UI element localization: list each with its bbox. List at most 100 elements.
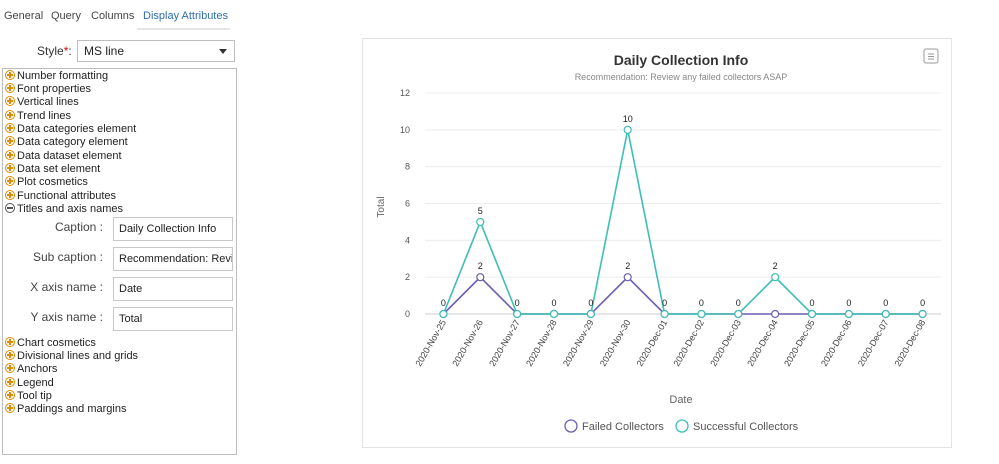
chart-panel: Daily Collection Info Recommendation: Re… bbox=[362, 38, 952, 448]
expand-icon bbox=[5, 363, 15, 373]
y-tick-label: 8 bbox=[405, 162, 410, 172]
legend-marker-failed[interactable] bbox=[564, 419, 578, 433]
data-point[interactable] bbox=[476, 273, 485, 282]
y-tick-label: 0 bbox=[405, 309, 410, 319]
y-tick-label: 2 bbox=[405, 272, 410, 282]
tab-general[interactable]: General bbox=[4, 10, 44, 22]
data-point[interactable] bbox=[807, 309, 817, 319]
x-tick-label: 2020-Nov-27 bbox=[487, 318, 522, 368]
tree-item-data-category-element[interactable]: Data category element bbox=[5, 136, 128, 149]
tree-item-vertical-lines[interactable]: Vertical lines bbox=[5, 96, 79, 109]
data-label: 2 bbox=[478, 261, 483, 271]
tab-display-attributes[interactable]: Display Attributes bbox=[143, 10, 228, 22]
expand-icon bbox=[5, 190, 15, 200]
y-tick-label: 10 bbox=[400, 125, 410, 135]
style-row: Style*: MS line bbox=[0, 40, 240, 64]
data-point[interactable] bbox=[918, 309, 927, 319]
menu-icon[interactable] bbox=[923, 48, 939, 64]
tree-item-plot-cosmetics[interactable]: Plot cosmetics bbox=[5, 176, 88, 189]
x-axis-name-input[interactable]: Date bbox=[113, 277, 233, 301]
attributes-tree: Number formatting Font properties Vertic… bbox=[2, 68, 237, 455]
expand-icon bbox=[5, 377, 15, 387]
y-tick-label: 6 bbox=[405, 199, 410, 209]
data-point[interactable] bbox=[697, 309, 706, 319]
x-tick-label: 2020-Dec-04 bbox=[745, 318, 780, 368]
caption-label: Caption : bbox=[54, 220, 103, 234]
data-point[interactable] bbox=[660, 309, 669, 319]
data-label: 0 bbox=[662, 298, 667, 308]
tree-item-chart-cosmetics[interactable]: Chart cosmetics bbox=[5, 337, 96, 350]
expand-icon bbox=[5, 136, 15, 146]
expand-icon bbox=[5, 123, 15, 133]
expand-icon bbox=[5, 337, 15, 347]
data-point[interactable] bbox=[623, 125, 632, 134]
data-point[interactable] bbox=[586, 309, 595, 319]
tab-columns[interactable]: Columns bbox=[91, 10, 135, 22]
data-label: 0 bbox=[551, 298, 556, 308]
chart-title: Daily Collection Info bbox=[614, 52, 749, 68]
y-axis-name-input[interactable]: Total bbox=[113, 307, 233, 331]
tree-item-data-dataset-element[interactable]: Data dataset element bbox=[5, 150, 122, 163]
x-tick-label: 2020-Nov-26 bbox=[450, 318, 485, 368]
tree-item-tool-tip[interactable]: Tool tip bbox=[5, 390, 52, 403]
tree-item-data-set-element[interactable]: Data set element bbox=[5, 163, 100, 176]
expand-icon bbox=[5, 390, 15, 400]
data-point[interactable] bbox=[771, 273, 780, 282]
data-point[interactable] bbox=[734, 309, 743, 319]
tree-item-number-formatting[interactable]: Number formatting bbox=[5, 70, 108, 83]
data-point[interactable] bbox=[476, 217, 485, 227]
tree-item-divisional-lines-and-grids[interactable]: Divisional lines and grids bbox=[5, 350, 138, 363]
legend-label-failed[interactable]: Failed Collectors bbox=[582, 421, 664, 433]
tab-bar: General Query Columns Display Attributes bbox=[0, 0, 240, 30]
data-label: 0 bbox=[883, 298, 888, 308]
data-point[interactable] bbox=[513, 309, 522, 319]
tree-item-data-categories-element[interactable]: Data categories element bbox=[5, 123, 136, 136]
x-tick-label: 2020-Dec-07 bbox=[856, 318, 891, 368]
expand-icon bbox=[5, 83, 15, 93]
x-tick-label: 2020-Dec-06 bbox=[819, 318, 854, 368]
data-label: 0 bbox=[920, 298, 925, 308]
sub-caption-label: Sub caption : bbox=[32, 250, 103, 264]
sub-caption-input[interactable]: Recommendation: Revi bbox=[113, 247, 233, 271]
y-axis-name-label: Y axis name : bbox=[30, 310, 103, 324]
data-label: 0 bbox=[736, 298, 741, 308]
expand-icon bbox=[5, 70, 15, 80]
style-select-value: MS line bbox=[84, 44, 125, 58]
chart-subtitle: Recommendation: Review any failed collec… bbox=[575, 72, 788, 82]
tree-item-legend[interactable]: Legend bbox=[5, 377, 54, 390]
expand-icon bbox=[5, 176, 15, 186]
active-tab-underline bbox=[137, 28, 230, 30]
data-point[interactable] bbox=[881, 309, 890, 319]
caption-input[interactable]: Daily Collection Info bbox=[113, 217, 233, 241]
tree-item-font-properties[interactable]: Font properties bbox=[5, 83, 91, 96]
data-label: 2 bbox=[773, 261, 778, 271]
tab-query[interactable]: Query bbox=[51, 10, 81, 22]
legend: Failed Collectors Successful Collectors bbox=[564, 419, 799, 433]
expand-icon bbox=[5, 96, 15, 106]
legend-marker-successful[interactable] bbox=[675, 419, 689, 433]
expand-icon bbox=[5, 350, 15, 360]
data-point[interactable] bbox=[844, 309, 853, 319]
tree-item-titles-and-axis-names[interactable]: Titles and axis names bbox=[5, 203, 123, 216]
tree-item-paddings-and-margins[interactable]: Paddings and margins bbox=[5, 403, 126, 416]
x-tick-label: 2020-Dec-03 bbox=[708, 318, 743, 368]
x-tick-label: 2020-Dec-05 bbox=[782, 318, 817, 368]
style-select[interactable]: MS line bbox=[77, 40, 235, 62]
data-point[interactable] bbox=[549, 309, 559, 319]
x-tick-label: 2020-Dec-01 bbox=[635, 318, 670, 368]
tree-item-trend-lines[interactable]: Trend lines bbox=[5, 110, 71, 123]
x-tick-label: 2020-Nov-28 bbox=[524, 318, 559, 368]
data-label: 0 bbox=[588, 298, 593, 308]
data-point[interactable] bbox=[623, 273, 632, 282]
data-point[interactable] bbox=[439, 309, 448, 319]
tree-item-functional-attributes[interactable]: Functional attributes bbox=[5, 190, 116, 203]
data-point[interactable] bbox=[771, 309, 780, 319]
legend-label-successful[interactable]: Successful Collectors bbox=[693, 421, 799, 433]
expand-icon bbox=[5, 163, 15, 173]
data-label: 10 bbox=[623, 114, 633, 124]
collapse-icon bbox=[5, 203, 15, 213]
chevron-down-icon bbox=[219, 49, 227, 54]
tree-item-anchors[interactable]: Anchors bbox=[5, 363, 57, 376]
x-tick-label: 2020-Nov-30 bbox=[598, 318, 633, 368]
